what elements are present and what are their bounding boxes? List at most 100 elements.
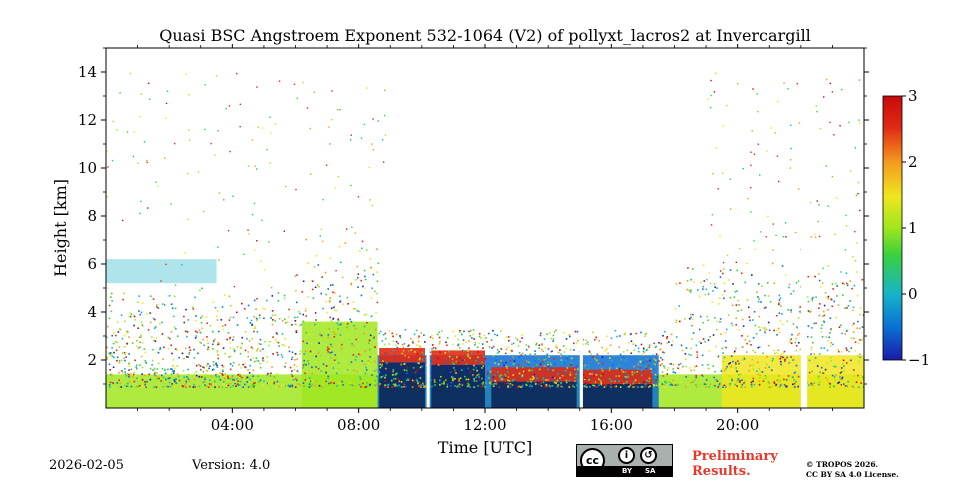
speckle-point (810, 336, 813, 338)
speckle-point (206, 336, 208, 338)
speckle-point (164, 157, 166, 159)
speckle-point (371, 204, 374, 207)
speckle-point (505, 336, 508, 338)
speckle-point (188, 380, 191, 382)
speckle-point (124, 373, 127, 375)
speckle-point (406, 366, 409, 369)
speckle-point (110, 292, 113, 295)
speckle-point (195, 335, 198, 337)
speckle-point (837, 348, 839, 351)
speckle-point (658, 360, 660, 362)
speckle-point (600, 382, 603, 384)
cloud-top (582, 369, 653, 384)
speckle-point (478, 376, 480, 378)
speckle-point (679, 362, 682, 365)
speckle-point (253, 249, 256, 251)
speckle-point (836, 295, 838, 297)
speckle-point (775, 385, 778, 387)
speckle-point (504, 382, 506, 385)
speckle-point (476, 346, 479, 349)
speckle-point (482, 347, 484, 349)
speckle-point (843, 283, 846, 286)
speckle-point (833, 376, 836, 378)
speckle-point (335, 309, 338, 312)
speckle-point (717, 386, 720, 388)
speckle-point (763, 307, 766, 309)
speckle-point (438, 336, 441, 339)
speckle-point (785, 236, 787, 238)
speckle-point (111, 347, 113, 349)
speckle-point (188, 346, 191, 349)
speckle-point (165, 263, 167, 266)
speckle-point (116, 129, 118, 131)
data-speckle (106, 72, 864, 388)
speckle-point (529, 380, 532, 383)
speckle-point (108, 317, 111, 320)
speckle-point (357, 310, 360, 313)
speckle-point (291, 375, 294, 377)
speckle-point (850, 337, 853, 339)
speckle-point (618, 364, 621, 367)
speckle-point (447, 383, 449, 386)
badge-strip (577, 466, 672, 476)
speckle-point (507, 336, 510, 338)
speckle-point (832, 343, 834, 346)
speckle-point (765, 306, 767, 309)
speckle-point (393, 378, 395, 380)
speckle-point (375, 369, 378, 372)
speckle-point (518, 372, 521, 375)
speckle-point (826, 378, 829, 381)
speckle-point (338, 382, 340, 385)
speckle-point (143, 374, 146, 377)
speckle-point (584, 366, 586, 368)
speckle-point (266, 361, 268, 363)
speckle-point (185, 308, 187, 311)
speckle-point (385, 367, 387, 370)
share-alike-icon: ↺ (640, 447, 657, 464)
speckle-point (726, 254, 729, 257)
speckle-point (328, 328, 331, 330)
speckle-point (657, 384, 660, 387)
copyright-line-2: CC BY SA 4.0 License. (806, 470, 899, 479)
speckle-point (335, 270, 337, 272)
speckle-point (467, 340, 470, 342)
speckle-point (333, 382, 335, 385)
speckle-point (714, 286, 716, 289)
speckle-point (451, 358, 454, 360)
speckle-point (748, 369, 751, 372)
speckle-point (192, 308, 195, 310)
speckle-point (686, 288, 689, 291)
speckle-point (361, 247, 363, 250)
speckle-point (790, 147, 792, 150)
speckle-point (573, 386, 576, 388)
speckle-point (807, 275, 810, 278)
speckle-point (206, 370, 209, 372)
speckle-point (352, 384, 355, 387)
speckle-point (459, 331, 461, 333)
speckle-point (287, 315, 290, 318)
data-gap (579, 48, 583, 408)
speckle-point (821, 336, 824, 338)
speckle-point (775, 314, 778, 317)
speckle-point (485, 337, 487, 339)
speckle-point (646, 384, 648, 386)
speckle-point (169, 385, 172, 388)
speckle-point (330, 357, 332, 359)
speckle-point (710, 94, 712, 97)
speckle-point (522, 366, 524, 369)
speckle-point (307, 379, 309, 382)
speckle-point (228, 295, 231, 298)
speckle-point (707, 363, 709, 366)
speckle-point (352, 301, 355, 304)
speckle-point (296, 370, 299, 372)
speckle-point (276, 341, 278, 343)
speckle-point (774, 352, 776, 355)
speckle-point (420, 372, 423, 375)
speckle-point (236, 324, 239, 326)
speckle-point (122, 298, 124, 301)
speckle-point (815, 296, 817, 299)
speckle-point (288, 350, 291, 353)
speckle-point (106, 196, 109, 198)
speckle-point (772, 379, 775, 382)
speckle-point (834, 233, 836, 236)
